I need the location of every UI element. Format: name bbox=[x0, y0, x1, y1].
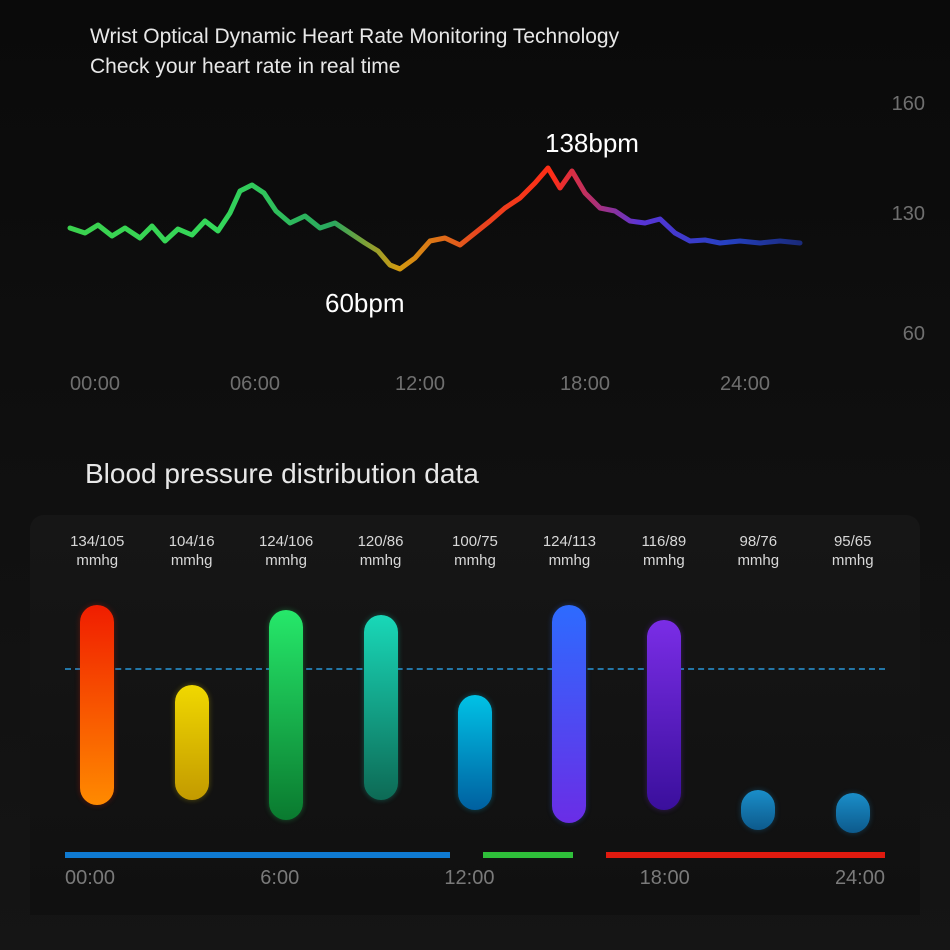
bp-bar-label: 98/76mmhg bbox=[711, 533, 805, 571]
bp-bar bbox=[522, 605, 616, 835]
bp-tick: 6:00 bbox=[260, 867, 299, 890]
bp-underbars bbox=[65, 852, 885, 858]
bp-bar-label: 124/113mmhg bbox=[522, 533, 616, 571]
x-tick: 18:00 bbox=[560, 373, 610, 396]
bp-bar bbox=[50, 605, 144, 835]
bp-bar bbox=[806, 793, 900, 835]
heart-rate-x-axis: 00:00 06:00 12:00 18:00 24:00 bbox=[0, 373, 950, 403]
heart-rate-chart: 138bpm 60bpm 160 130 60 bbox=[0, 93, 950, 363]
bp-tick: 00:00 bbox=[65, 867, 115, 890]
y-tick: 130 bbox=[892, 203, 925, 226]
heading-line-1: Wrist Optical Dynamic Heart Rate Monitor… bbox=[90, 22, 950, 52]
heading: Wrist Optical Dynamic Heart Rate Monitor… bbox=[0, 0, 950, 83]
heading-line-2: Check your heart rate in real time bbox=[90, 52, 950, 82]
x-tick: 06:00 bbox=[230, 373, 280, 396]
x-tick: 24:00 bbox=[720, 373, 770, 396]
heart-rate-low-label: 60bpm bbox=[325, 288, 405, 319]
bp-bar bbox=[144, 685, 238, 835]
bp-bar-label: 95/65mmhg bbox=[806, 533, 900, 571]
bp-tick: 12:00 bbox=[444, 867, 494, 890]
y-tick: 60 bbox=[903, 323, 925, 346]
bp-bars-row bbox=[30, 605, 920, 835]
bp-panel: 134/105mmhg104/16mmhg124/106mmhg120/86mm… bbox=[30, 515, 920, 915]
bp-ticks: 00:00 6:00 12:00 18:00 24:00 bbox=[65, 867, 885, 890]
bp-bar-label: 100/75mmhg bbox=[428, 533, 522, 571]
heart-rate-svg bbox=[0, 93, 950, 363]
x-tick: 00:00 bbox=[70, 373, 120, 396]
bp-bar-label: 134/105mmhg bbox=[50, 533, 144, 571]
bp-tick: 24:00 bbox=[835, 867, 885, 890]
bp-bar-label: 120/86mmhg bbox=[333, 533, 427, 571]
bp-section-title: Blood pressure distribution data bbox=[0, 403, 950, 490]
x-tick: 12:00 bbox=[395, 373, 445, 396]
bp-bar-label: 116/89mmhg bbox=[617, 533, 711, 571]
bp-tick: 18:00 bbox=[640, 867, 690, 890]
bp-bar bbox=[333, 615, 427, 835]
bp-bar-label: 124/106mmhg bbox=[239, 533, 333, 571]
y-tick: 160 bbox=[892, 93, 925, 116]
bp-bar bbox=[711, 790, 805, 835]
heart-rate-peak-label: 138bpm bbox=[545, 128, 639, 159]
bp-bar bbox=[617, 620, 711, 835]
bp-bar bbox=[428, 695, 522, 835]
bp-labels-row: 134/105mmhg104/16mmhg124/106mmhg120/86mm… bbox=[30, 533, 920, 571]
bp-bar bbox=[239, 610, 333, 835]
bp-bar-label: 104/16mmhg bbox=[144, 533, 238, 571]
